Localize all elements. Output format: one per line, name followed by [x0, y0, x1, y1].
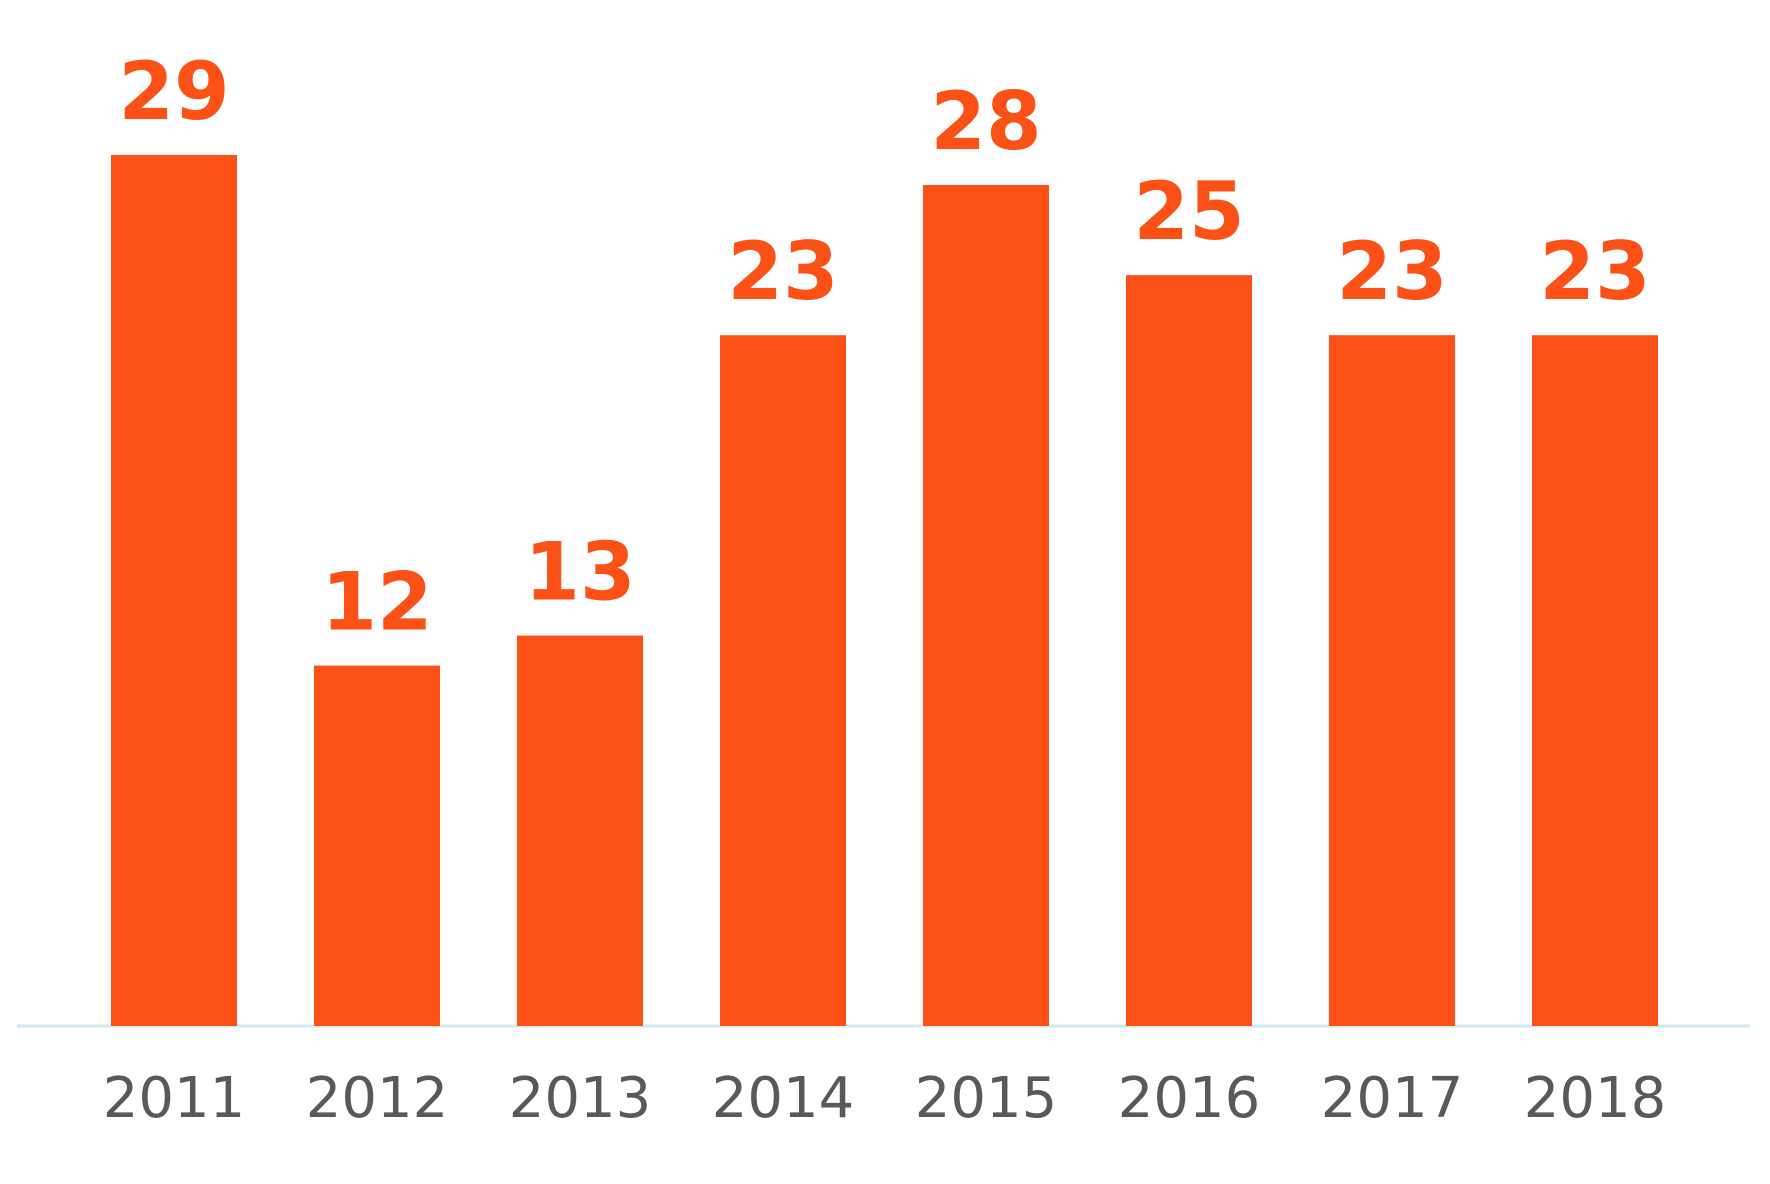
data-label-2015: 28 [930, 75, 1041, 168]
bar-2015 [923, 185, 1049, 1026]
bar-2013 [517, 635, 643, 1026]
x-tick-label-2012: 2012 [306, 1066, 449, 1131]
bar-2012 [314, 665, 440, 1026]
x-tick-label-2018: 2018 [1524, 1066, 1667, 1131]
bar-2017 [1329, 335, 1455, 1026]
bar-2018 [1532, 335, 1658, 1026]
x-tick-labels-group: 2011 2012 2013 2014 2015 2016 2017 2018 [103, 1066, 1667, 1131]
data-label-2014: 23 [727, 225, 838, 318]
x-tick-label-2013: 2013 [509, 1066, 652, 1131]
x-tick-label-2014: 2014 [712, 1066, 855, 1131]
data-label-2016: 25 [1133, 165, 1244, 258]
x-tick-label-2017: 2017 [1321, 1066, 1464, 1131]
x-tick-label-2016: 2016 [1118, 1066, 1261, 1131]
value-labels-group: 29 12 13 23 28 25 23 23 [118, 45, 1650, 649]
data-label-2013: 13 [524, 526, 635, 619]
x-tick-label-2011: 2011 [103, 1066, 246, 1131]
bar-2014 [720, 335, 846, 1026]
data-label-2017: 23 [1336, 225, 1447, 318]
bar-2011 [111, 155, 237, 1026]
x-tick-label-2015: 2015 [915, 1066, 1058, 1131]
bar-2016 [1126, 275, 1252, 1026]
bars-group [111, 155, 1658, 1026]
data-label-2018: 23 [1539, 225, 1650, 318]
data-label-2011: 29 [118, 45, 229, 138]
data-label-2012: 12 [321, 556, 432, 649]
